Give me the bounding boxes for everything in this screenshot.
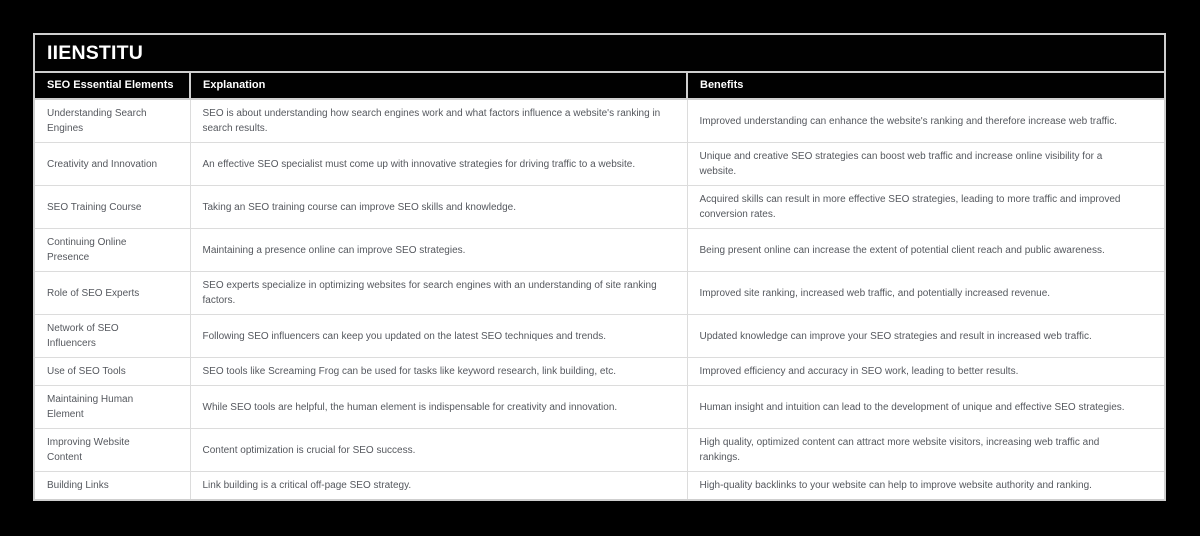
cell-benefits: Being present online can increase the ex… [686, 228, 1164, 272]
cell-benefits: Improved understanding can enhance the w… [686, 98, 1164, 143]
cell-explanation: Following SEO influencers can keep you u… [189, 314, 688, 358]
table-row: Understanding Search Engines SEO is about… [35, 98, 1164, 143]
cell-explanation: SEO is about understanding how search en… [189, 98, 688, 143]
table-row: Role of SEO Experts SEO experts specializ… [35, 271, 1164, 315]
cell-explanation: While SEO tools are helpful, the human e… [189, 385, 688, 429]
cell-element: Creativity and Innovation [35, 142, 191, 186]
table-header-row: SEO Essential Elements Explanation Benef… [35, 73, 1164, 100]
cell-element: Improving Website Content [35, 428, 191, 472]
table-row: Creativity and Innovation An effective SE… [35, 142, 1164, 186]
cell-explanation: An effective SEO specialist must come up… [189, 142, 688, 186]
cell-element: Understanding Search Engines [35, 98, 191, 143]
table-row: Building Links Link building is a critica… [35, 471, 1164, 499]
cell-benefits: High-quality backlinks to your website c… [686, 471, 1164, 499]
cell-element: Use of SEO Tools [35, 357, 191, 386]
seo-table: SEO Essential Elements Explanation Benef… [35, 73, 1164, 499]
table-row: Use of SEO Tools SEO tools like Screaming… [35, 357, 1164, 386]
table-row: Improving Website Content Content optimiz… [35, 428, 1164, 472]
cell-element: Building Links [35, 471, 191, 499]
cell-explanation: Taking an SEO training course can improv… [189, 185, 688, 229]
table-row: Maintaining Human Element While SEO tools… [35, 385, 1164, 429]
table-row: Network of SEO Influencers Following SEO … [35, 314, 1164, 358]
seo-table-card: IIENSTITU SEO Essential Elements Explana… [33, 33, 1166, 501]
column-header-explanation: Explanation [189, 73, 688, 100]
cell-benefits: Unique and creative SEO strategies can b… [686, 142, 1164, 186]
column-header-benefits: Benefits [686, 73, 1164, 100]
cell-benefits: Improved efficiency and accuracy in SEO … [686, 357, 1164, 386]
table-row: SEO Training Course Taking an SEO trainin… [35, 185, 1164, 229]
cell-explanation: SEO experts specialize in optimizing web… [189, 271, 688, 315]
cell-explanation: Content optimization is crucial for SEO … [189, 428, 688, 472]
cell-explanation: Maintaining a presence online can improv… [189, 228, 688, 272]
cell-explanation: SEO tools like Screaming Frog can be use… [189, 357, 688, 386]
cell-benefits: Human insight and intuition can lead to … [686, 385, 1164, 429]
cell-benefits: High quality, optimized content can attr… [686, 428, 1164, 472]
table-body: Understanding Search Engines SEO is about… [35, 98, 1164, 499]
cell-element: Maintaining Human Element [35, 385, 191, 429]
cell-benefits: Updated knowledge can improve your SEO s… [686, 314, 1164, 358]
brand-title: IIENSTITU [35, 35, 1164, 73]
cell-element: Continuing Online Presence [35, 228, 191, 272]
table-row: Continuing Online Presence Maintaining a … [35, 228, 1164, 272]
cell-element: Network of SEO Influencers [35, 314, 191, 358]
cell-benefits: Improved site ranking, increased web tra… [686, 271, 1164, 315]
column-header-seo-essential-elements: SEO Essential Elements [35, 73, 191, 100]
cell-element: Role of SEO Experts [35, 271, 191, 315]
cell-benefits: Acquired skills can result in more effec… [686, 185, 1164, 229]
cell-explanation: Link building is a critical off-page SEO… [189, 471, 688, 499]
cell-element: SEO Training Course [35, 185, 191, 229]
